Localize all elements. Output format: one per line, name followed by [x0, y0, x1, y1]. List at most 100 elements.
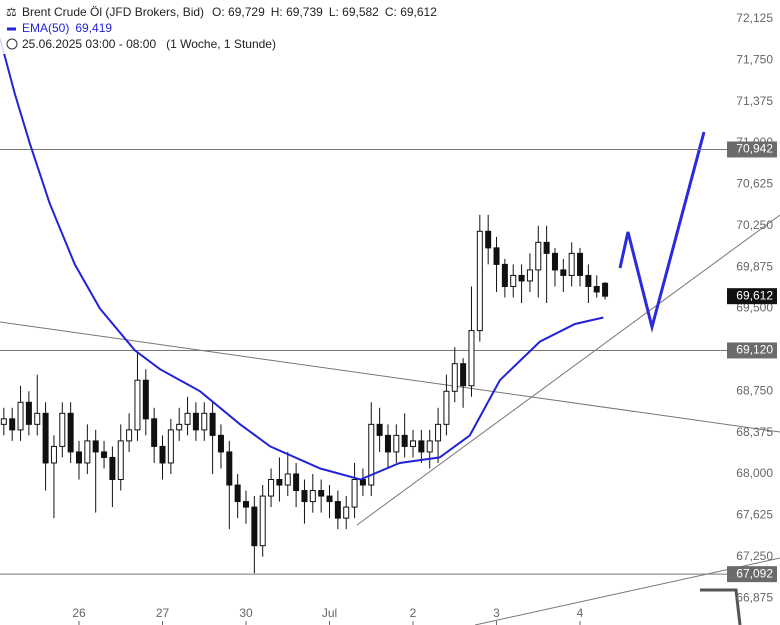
candle-body: [201, 412, 208, 431]
candle-body: [192, 412, 199, 431]
y-tick-label: 71,375: [736, 94, 773, 108]
candle-body: [393, 434, 400, 453]
candle-body: [17, 401, 24, 431]
candle-body: [126, 429, 133, 442]
x-tick-label: 27: [156, 606, 170, 620]
y-tick-label: 70,625: [736, 177, 773, 191]
drawings: [0, 131, 780, 625]
header-bg: [0, 4, 440, 54]
y-tick-label: 72,125: [736, 11, 773, 25]
x-tick-label: Jul: [322, 606, 337, 620]
forecast-path: [618, 131, 706, 333]
candle-body: [585, 274, 592, 287]
candle-body: [276, 479, 283, 486]
candle-body: [359, 479, 366, 486]
candle-body: [226, 451, 233, 486]
trend-line: [356, 214, 780, 526]
candle-body: [460, 363, 467, 387]
candle-body: [142, 379, 149, 420]
candle-body: [493, 247, 500, 265]
candle-body: [526, 269, 533, 282]
y-tick-label: 67,625: [736, 508, 773, 522]
y-tick-label: 67,250: [736, 549, 773, 563]
x-tick-label: 30: [239, 606, 253, 620]
candle-body: [209, 412, 216, 436]
header: ⚖ Brent Crude Öl (JFD Brokers, Bid) O: 69…: [0, 4, 440, 54]
ohlc: L: 69,582: [329, 5, 379, 19]
candle-body: [602, 282, 609, 297]
candle-body: [50, 445, 57, 464]
x-tick-label: 2: [410, 606, 417, 620]
candle-body: [451, 363, 458, 392]
title: Brent Crude Öl (JFD Brokers, Bid) O: 69,7…: [22, 5, 437, 19]
candle-body: [217, 434, 224, 453]
candle-body: [510, 274, 517, 287]
date-range: 25.06.2025 03:00 - 08:00: [22, 37, 156, 51]
date-info: 25.06.2025 03:00 - 08:00 (1 Woche, 1 Stun…: [22, 37, 276, 51]
candle-body: [284, 473, 291, 486]
candle-body: [384, 434, 391, 453]
x-tick-label: 4: [577, 606, 584, 620]
candle-body: [543, 241, 550, 254]
candle-body: [109, 456, 116, 481]
candle-body: [0, 418, 7, 425]
candle-body: [410, 440, 417, 447]
candle-body: [25, 401, 32, 425]
title-text: Brent Crude Öl (JFD Brokers, Bid): [22, 5, 204, 19]
y-tick-label: 68,750: [736, 383, 773, 397]
legend-name: EMA(50): [22, 21, 69, 35]
x-tick-label: 3: [493, 606, 500, 620]
level-label: 67,092: [736, 566, 773, 580]
candle-body: [568, 252, 575, 276]
ohlc: C: 69,612: [385, 5, 437, 19]
candle-body: [560, 269, 567, 276]
candle-body: [167, 429, 174, 464]
candle-body: [343, 506, 350, 519]
candle-body: [443, 390, 450, 425]
legend: EMA(50) 69,419: [22, 21, 112, 35]
candle-body: [243, 501, 250, 508]
candle-body: [426, 440, 433, 453]
ohlc: H: 69,739: [271, 5, 323, 19]
candle-body: [468, 330, 475, 387]
candle-body: [151, 418, 158, 447]
candle-body: [351, 479, 358, 508]
candle-body: [134, 379, 141, 431]
legend-value: 69,419: [75, 21, 112, 35]
candle-body: [418, 440, 425, 453]
ohlc: O: 69,729: [212, 5, 265, 19]
candle-body: [34, 412, 41, 425]
clock-icon: [6, 38, 18, 50]
candle-body: [593, 285, 600, 293]
candle-body: [101, 451, 108, 458]
y-tick-label: 66,875: [736, 590, 773, 604]
y-tick-label: 70,250: [736, 218, 773, 232]
period: (1 Woche, 1 Stunde): [166, 37, 276, 51]
candle-body: [401, 434, 408, 447]
last-price-label: 69,612: [736, 288, 773, 302]
candle-body: [485, 230, 492, 249]
candle-body: [577, 252, 584, 276]
candle-body: [368, 423, 375, 486]
candle-body: [184, 412, 191, 425]
candle-body: [268, 479, 275, 497]
candle-body: [476, 230, 483, 332]
candle-body: [309, 490, 316, 503]
candle-body: [75, 451, 82, 464]
candle-body: [42, 412, 49, 464]
y-tick-label: 68,000: [736, 466, 773, 480]
candle-body: [159, 445, 166, 464]
candle-body: [376, 423, 383, 436]
y-tick-label: 68,375: [736, 425, 773, 439]
level-label-bg: [727, 141, 777, 158]
ema-line: [0, 38, 604, 481]
candle-body: [435, 423, 442, 442]
candle-body: [334, 501, 341, 519]
candle-body: [318, 490, 325, 497]
candle-body: [326, 495, 333, 503]
y-tick-label: 71,750: [736, 53, 773, 67]
level-label: 69,120: [736, 343, 773, 357]
marker: [700, 588, 742, 625]
level-label-bg: [727, 566, 777, 583]
